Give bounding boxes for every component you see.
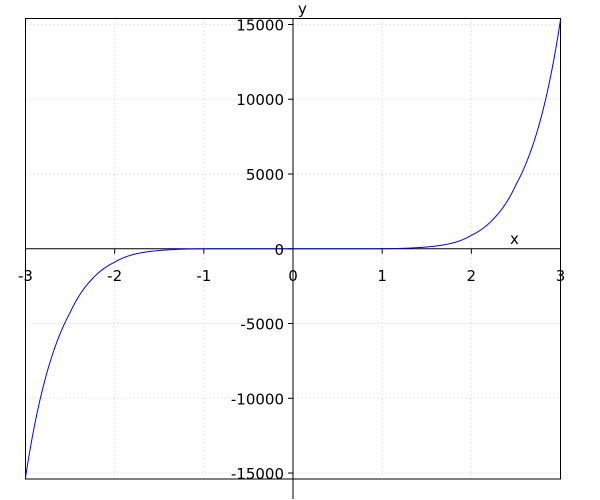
y-tick-label: -15000 (231, 465, 284, 483)
x-tick-label: -2 (107, 267, 122, 285)
y-tick-label: 0 (274, 241, 284, 259)
series-layer (25, 19, 561, 478)
x-tick-label: 2 (467, 267, 477, 285)
x-tick-label: 0 (288, 267, 298, 285)
x-tick-label: -3 (18, 267, 33, 285)
x-tick-label: 1 (377, 267, 387, 285)
y-tick-label: 10000 (236, 91, 284, 109)
x-axis-label: x (510, 230, 519, 248)
axes (25, 18, 561, 499)
tick-labels: -3 -2 -1 0 1 2 3 -15000 -10000 -5000 0 5000 10000 150… (18, 16, 565, 483)
series-line (25, 19, 561, 478)
y-axis-label: y (298, 0, 307, 18)
grid (25, 18, 561, 479)
y-tick-label: 15000 (236, 16, 284, 34)
y-tick-label: 5000 (246, 166, 284, 184)
x-tick-label: -1 (196, 267, 211, 285)
y-tick-label: -5000 (240, 316, 284, 334)
x-tick-label: 3 (556, 267, 566, 285)
y-tick-label: -10000 (231, 390, 284, 408)
